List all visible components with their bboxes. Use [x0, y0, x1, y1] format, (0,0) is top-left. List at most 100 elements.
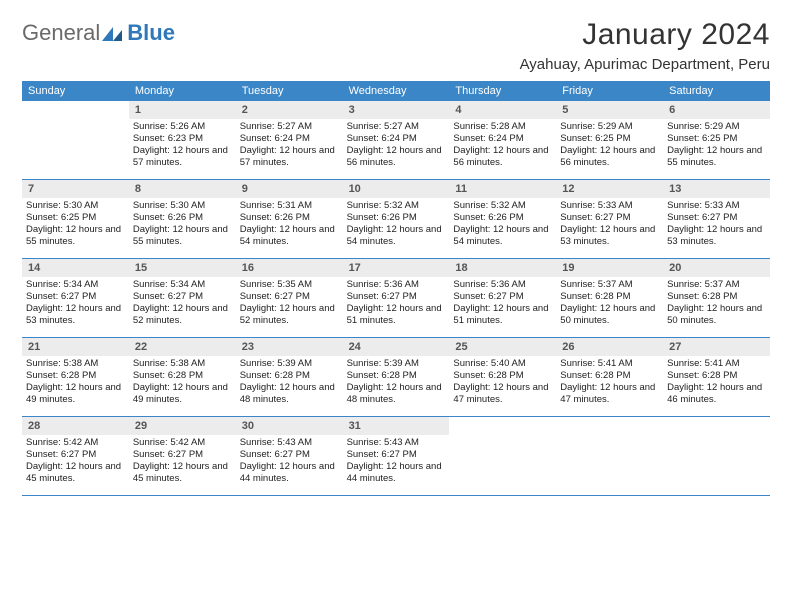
daylight-line: Daylight: 12 hours and 54 minutes.	[347, 224, 446, 248]
day-body: Sunrise: 5:33 AMSunset: 6:27 PMDaylight:…	[556, 198, 663, 252]
day-cell: 28Sunrise: 5:42 AMSunset: 6:27 PMDayligh…	[22, 417, 129, 495]
calendar: SundayMondayTuesdayWednesdayThursdayFrid…	[22, 81, 770, 496]
daylight-line: Daylight: 12 hours and 53 minutes.	[26, 303, 125, 327]
sunset-line: Sunset: 6:28 PM	[347, 370, 446, 382]
daylight-line: Daylight: 12 hours and 50 minutes.	[560, 303, 659, 327]
daylight-line: Daylight: 12 hours and 51 minutes.	[347, 303, 446, 327]
day-number: 30	[236, 417, 343, 435]
daylight-line: Daylight: 12 hours and 45 minutes.	[133, 461, 232, 485]
day-body: Sunrise: 5:26 AMSunset: 6:23 PMDaylight:…	[129, 119, 236, 173]
daylight-line: Daylight: 12 hours and 51 minutes.	[453, 303, 552, 327]
sunrise-line: Sunrise: 5:38 AM	[133, 358, 232, 370]
sunset-line: Sunset: 6:27 PM	[560, 212, 659, 224]
day-number: 1	[129, 101, 236, 119]
sunset-line: Sunset: 6:24 PM	[347, 133, 446, 145]
day-cell	[22, 101, 129, 179]
sunset-line: Sunset: 6:23 PM	[133, 133, 232, 145]
sunset-line: Sunset: 6:28 PM	[667, 291, 766, 303]
sunrise-line: Sunrise: 5:33 AM	[560, 200, 659, 212]
day-number: 28	[22, 417, 129, 435]
dow-row: SundayMondayTuesdayWednesdayThursdayFrid…	[22, 81, 770, 101]
logo-text-general: General	[22, 20, 100, 46]
day-cell: 22Sunrise: 5:38 AMSunset: 6:28 PMDayligh…	[129, 338, 236, 416]
sunset-line: Sunset: 6:27 PM	[240, 291, 339, 303]
sunset-line: Sunset: 6:25 PM	[26, 212, 125, 224]
day-number: 27	[663, 338, 770, 356]
day-cell: 30 Sunrise: 5:43 AMSunset: 6:27 PMDayligh…	[236, 417, 343, 495]
sunrise-line: Sunrise: 5:39 AM	[347, 358, 446, 370]
day-number: 31	[343, 417, 450, 435]
daylight-line: Daylight: 12 hours and 48 minutes.	[240, 382, 339, 406]
day-number: 22	[129, 338, 236, 356]
day-cell: 3Sunrise: 5:27 AMSunset: 6:24 PMDaylight…	[343, 101, 450, 179]
day-body: Sunrise: 5:34 AMSunset: 6:27 PMDaylight:…	[22, 277, 129, 331]
sunrise-line: Sunrise: 5:39 AM	[240, 358, 339, 370]
day-body: Sunrise: 5:37 AMSunset: 6:28 PMDaylight:…	[663, 277, 770, 331]
location: Ayahuay, Apurimac Department, Peru	[520, 56, 770, 73]
day-body: Sunrise: 5:37 AMSunset: 6:28 PMDaylight:…	[556, 277, 663, 331]
sunrise-line: Sunrise: 5:42 AM	[26, 437, 125, 449]
sunset-line: Sunset: 6:28 PM	[453, 370, 552, 382]
day-body: Sunrise: 5:42 AMSunset: 6:27 PMDaylight:…	[129, 435, 236, 489]
day-body: Sunrise: 5:27 AMSunset: 6:24 PMDaylight:…	[343, 119, 450, 173]
day-number: 8	[129, 180, 236, 198]
dow-header: Monday	[129, 81, 236, 101]
sunrise-line: Sunrise: 5:43 AM	[240, 437, 339, 449]
daylight-line: Daylight: 12 hours and 46 minutes.	[667, 382, 766, 406]
day-number: 29	[129, 417, 236, 435]
day-cell: 21Sunrise: 5:38 AMSunset: 6:28 PMDayligh…	[22, 338, 129, 416]
dow-header: Sunday	[22, 81, 129, 101]
day-number: 13	[663, 180, 770, 198]
week-row: 21Sunrise: 5:38 AMSunset: 6:28 PMDayligh…	[22, 338, 770, 417]
daylight-line: Daylight: 12 hours and 54 minutes.	[240, 224, 339, 248]
daylight-line: Daylight: 12 hours and 44 minutes.	[240, 461, 339, 485]
daylight-line: Daylight: 12 hours and 55 minutes.	[26, 224, 125, 248]
day-body: Sunrise: 5:36 AMSunset: 6:27 PMDaylight:…	[449, 277, 556, 331]
day-cell: 6Sunrise: 5:29 AMSunset: 6:25 PMDaylight…	[663, 101, 770, 179]
day-body: Sunrise: 5:35 AMSunset: 6:27 PMDaylight:…	[236, 277, 343, 331]
sunset-line: Sunset: 6:24 PM	[240, 133, 339, 145]
header: General Blue January 2024 Ayahuay, Apuri…	[22, 18, 770, 73]
day-body: Sunrise: 5:41 AMSunset: 6:28 PMDaylight:…	[663, 356, 770, 410]
sunrise-line: Sunrise: 5:29 AM	[667, 121, 766, 133]
day-number: 10	[343, 180, 450, 198]
logo: General Blue	[22, 18, 175, 46]
daylight-line: Daylight: 12 hours and 55 minutes.	[133, 224, 232, 248]
sunset-line: Sunset: 6:28 PM	[560, 370, 659, 382]
sunset-line: Sunset: 6:27 PM	[26, 449, 125, 461]
day-cell: 27Sunrise: 5:41 AMSunset: 6:28 PMDayligh…	[663, 338, 770, 416]
sunrise-line: Sunrise: 5:30 AM	[26, 200, 125, 212]
day-number: 5	[556, 101, 663, 119]
sunrise-line: Sunrise: 5:37 AM	[667, 279, 766, 291]
sunrise-line: Sunrise: 5:27 AM	[347, 121, 446, 133]
calendar-page: General Blue January 2024 Ayahuay, Apuri…	[0, 0, 792, 514]
day-cell: 18Sunrise: 5:36 AMSunset: 6:27 PMDayligh…	[449, 259, 556, 337]
sunset-line: Sunset: 6:26 PM	[453, 212, 552, 224]
daylight-line: Daylight: 12 hours and 57 minutes.	[133, 145, 232, 169]
day-body: Sunrise: 5:42 AMSunset: 6:27 PMDaylight:…	[22, 435, 129, 489]
day-number: 19	[556, 259, 663, 277]
daylight-line: Daylight: 12 hours and 56 minutes.	[347, 145, 446, 169]
sunrise-line: Sunrise: 5:42 AM	[133, 437, 232, 449]
daylight-line: Daylight: 12 hours and 47 minutes.	[453, 382, 552, 406]
day-body: Sunrise: 5:43 AMSunset: 6:27 PMDaylight:…	[343, 435, 450, 489]
day-body: Sunrise: 5:27 AMSunset: 6:24 PMDaylight:…	[236, 119, 343, 173]
day-cell: 9Sunrise: 5:31 AMSunset: 6:26 PMDaylight…	[236, 180, 343, 258]
sunrise-line: Sunrise: 5:34 AM	[26, 279, 125, 291]
day-cell: 14Sunrise: 5:34 AMSunset: 6:27 PMDayligh…	[22, 259, 129, 337]
sunset-line: Sunset: 6:27 PM	[240, 449, 339, 461]
sunrise-line: Sunrise: 5:34 AM	[133, 279, 232, 291]
daylight-line: Daylight: 12 hours and 52 minutes.	[240, 303, 339, 327]
day-cell: 31Sunrise: 5:43 AMSunset: 6:27 PMDayligh…	[343, 417, 450, 495]
weeks: 1Sunrise: 5:26 AMSunset: 6:23 PMDaylight…	[22, 101, 770, 496]
logo-text-blue: Blue	[127, 20, 175, 46]
sunrise-line: Sunrise: 5:32 AM	[347, 200, 446, 212]
daylight-line: Daylight: 12 hours and 53 minutes.	[667, 224, 766, 248]
day-number: 3	[343, 101, 450, 119]
month-title: January 2024	[520, 18, 770, 52]
dow-header: Friday	[556, 81, 663, 101]
day-cell: 25Sunrise: 5:40 AMSunset: 6:28 PMDayligh…	[449, 338, 556, 416]
day-number: 12	[556, 180, 663, 198]
sunset-line: Sunset: 6:26 PM	[240, 212, 339, 224]
daylight-line: Daylight: 12 hours and 56 minutes.	[453, 145, 552, 169]
